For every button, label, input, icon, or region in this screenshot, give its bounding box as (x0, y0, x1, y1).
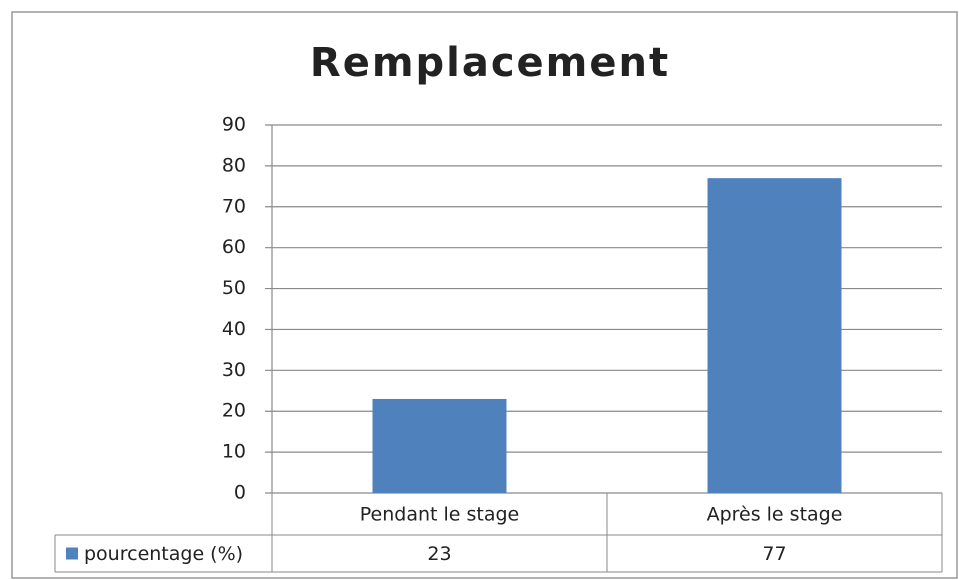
legend-label: pourcentage (%) (84, 543, 243, 565)
y-tick-label: 90 (222, 114, 246, 136)
y-tick-label: 10 (222, 441, 246, 463)
x-tick-label: Après le stage (707, 504, 843, 526)
table-value: 23 (427, 543, 451, 565)
y-tick-label: 30 (222, 359, 246, 381)
y-tick-label: 60 (222, 236, 246, 258)
y-tick-label: 50 (222, 277, 246, 299)
x-tick-label: Pendant le stage (360, 504, 520, 526)
y-tick-label: 70 (222, 195, 246, 217)
bar (372, 398, 507, 493)
chart-title: Remplacement (310, 40, 670, 86)
y-tick-label: 0 (234, 482, 246, 504)
y-tick-label: 80 (222, 154, 246, 176)
y-tick-label: 20 (222, 400, 246, 422)
bar (707, 178, 842, 493)
table-value: 77 (762, 543, 786, 565)
y-tick-label: 40 (222, 318, 246, 340)
legend-key (66, 547, 78, 560)
